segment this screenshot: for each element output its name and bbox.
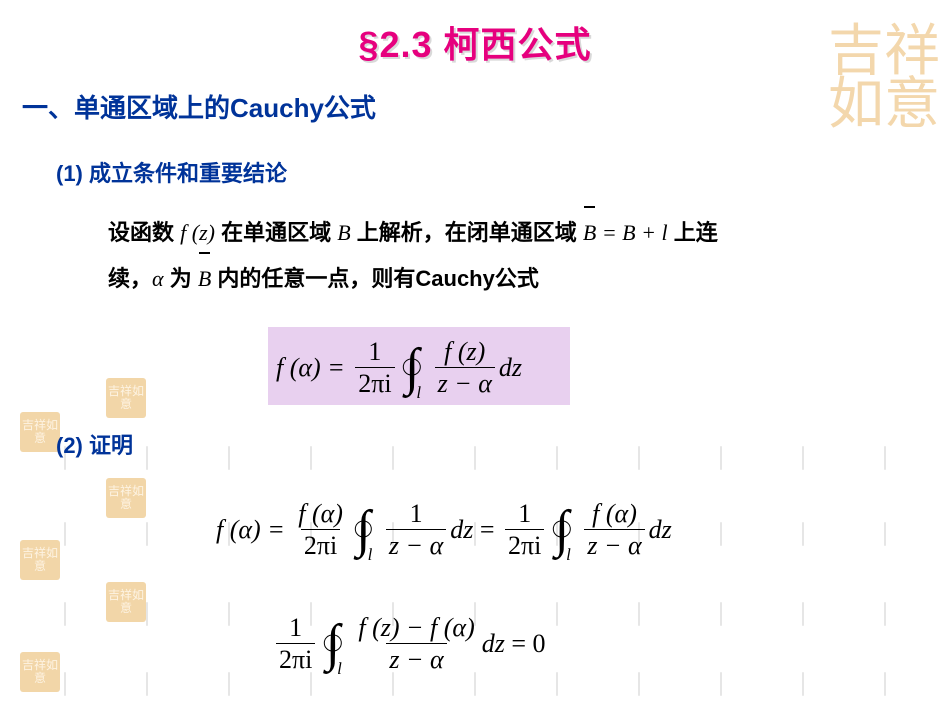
fraction: f (z) z − α bbox=[435, 338, 495, 398]
equals: = bbox=[480, 515, 501, 544]
math-inline: B bbox=[198, 256, 211, 302]
text: 上连 bbox=[668, 220, 718, 245]
integral-subscript: l bbox=[566, 545, 571, 564]
dz: dz bbox=[482, 629, 505, 658]
integral-subscript: l bbox=[337, 659, 342, 678]
denominator: 2πi bbox=[301, 529, 340, 559]
proof-equation-2: 1 2πi ∫l f (z) − f (α) z − α dz = 0 bbox=[272, 614, 546, 674]
denominator: z − α bbox=[386, 529, 446, 559]
denominator: 2πi bbox=[355, 367, 394, 397]
math-inline: B bbox=[583, 210, 596, 256]
fraction: 1 z − α bbox=[386, 500, 446, 560]
numerator: 1 bbox=[365, 338, 384, 367]
text: 为 bbox=[164, 266, 198, 291]
theorem-statement: 设函数 f (z) 在单通区域 B 上解析，在闭单通区域 B = B + l 上… bbox=[108, 210, 870, 302]
text: 续， bbox=[108, 266, 152, 291]
denominator: 2πi bbox=[505, 529, 544, 559]
math-inline: f (z) bbox=[180, 220, 215, 245]
numerator: 1 bbox=[407, 500, 426, 529]
text: 上解析，在闭单通区域 bbox=[351, 220, 583, 245]
dz: dz bbox=[649, 515, 672, 544]
denominator: 2πi bbox=[276, 643, 315, 673]
denominator: z − α bbox=[435, 367, 495, 397]
math-inline: α bbox=[152, 266, 164, 291]
math-inline: B bbox=[337, 220, 350, 245]
fraction: 1 2πi bbox=[505, 500, 544, 560]
math-inline: = B + l bbox=[596, 220, 667, 245]
fraction: f (α) z − α bbox=[584, 500, 644, 560]
subsection-heading: (1) 成立条件和重要结论 bbox=[56, 156, 287, 188]
dz: dz bbox=[499, 353, 522, 382]
numerator: 1 bbox=[515, 500, 534, 529]
denominator: z − α bbox=[584, 529, 644, 559]
rhs: = 0 bbox=[511, 629, 545, 658]
calligraphy-line: 如意 bbox=[828, 79, 940, 132]
integral-subscript: l bbox=[368, 545, 373, 564]
subsection-heading: (2) 证明 bbox=[56, 428, 133, 460]
fraction: 1 2πi bbox=[276, 614, 315, 674]
text: 设函数 bbox=[108, 220, 180, 245]
fraction: f (z) − f (α) z − α bbox=[355, 614, 477, 674]
dz: dz bbox=[450, 515, 473, 544]
section-heading: 一、单通区域上的Cauchy公式 bbox=[22, 88, 376, 125]
page-title: §2.3 柯西公式 §2.3 柯西公式 bbox=[0, 16, 950, 68]
cauchy-formula: f (α) = 1 2πi ∫l f (z) z − α dz bbox=[276, 338, 522, 398]
lhs: f (α) = bbox=[276, 353, 345, 382]
proof-equation-1: f (α) = f (α) 2πi ∫l 1 z − α dz = 1 2πi … bbox=[216, 500, 672, 560]
numerator: f (z) bbox=[441, 338, 488, 367]
denominator: z − α bbox=[386, 643, 446, 673]
title-text: §2.3 柯西公式 bbox=[0, 16, 950, 68]
lhs: f (α) = bbox=[216, 515, 285, 544]
text: 内的任意一点，则有Cauchy公式 bbox=[211, 266, 539, 291]
numerator: f (α) bbox=[589, 500, 640, 529]
text: 在单通区域 bbox=[215, 220, 337, 245]
integral-subscript: l bbox=[416, 383, 421, 402]
numerator: f (z) − f (α) bbox=[355, 614, 477, 643]
numerator: 1 bbox=[286, 614, 305, 643]
fraction: f (α) 2πi bbox=[295, 500, 346, 560]
fraction: 1 2πi bbox=[355, 338, 394, 398]
numerator: f (α) bbox=[295, 500, 346, 529]
